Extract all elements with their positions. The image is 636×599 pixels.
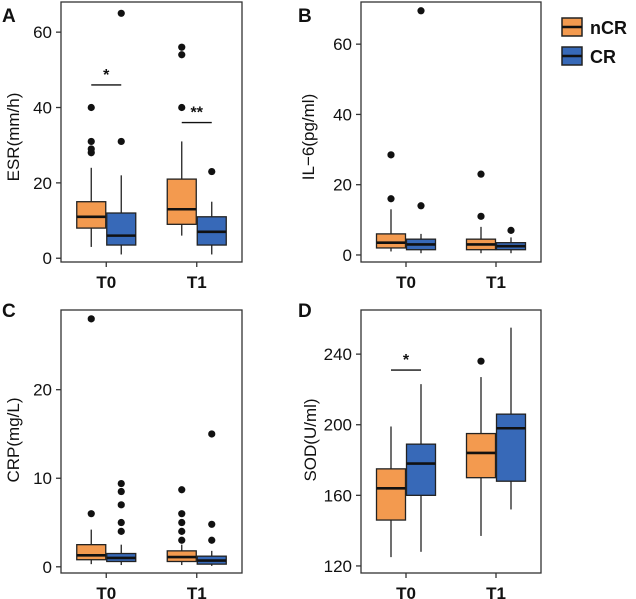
y-tick-label: 240	[324, 345, 352, 364]
y-tick-label: 20	[33, 381, 52, 400]
significance-label: *	[103, 67, 110, 84]
outlier-point	[178, 527, 186, 535]
outlier-point	[117, 501, 125, 509]
y-tick-label: 20	[33, 174, 52, 193]
y-axis-label: IL−6(pg/ml)	[299, 94, 318, 180]
box-ncr	[76, 201, 107, 229]
legend-label-cr: CR	[590, 47, 616, 67]
outlier-point	[117, 137, 125, 146]
outlier-point	[417, 202, 425, 210]
panel-d: D SOD(U/ml) 120 160 200 240 T0 T1 *	[298, 301, 542, 599]
outlier-point	[477, 357, 485, 365]
significance-label: **	[191, 105, 204, 122]
y-tick-label: 40	[33, 99, 52, 118]
x-tick-label: T1	[486, 273, 506, 292]
y-axis-label: SOD(U/ml)	[301, 398, 320, 481]
panel-label: C	[2, 301, 16, 322]
outlier-point	[208, 520, 216, 528]
outlier-point	[417, 7, 425, 15]
outlier-point	[117, 9, 125, 17]
outlier-point	[87, 137, 95, 146]
outlier-point	[117, 518, 125, 527]
outlier-point	[178, 486, 186, 494]
y-tick-label: 120	[324, 557, 352, 576]
y-tick-label: 10	[33, 469, 52, 488]
y-tick-label: 200	[324, 416, 352, 435]
x-tick-label: T0	[96, 584, 116, 599]
y-tick-label: 60	[33, 23, 52, 42]
x-tick-label: T0	[96, 273, 116, 292]
outlier-point	[87, 145, 95, 153]
plot-frame	[360, 309, 542, 574]
outlier-point	[387, 151, 395, 159]
y-tick-label: 0	[343, 246, 352, 265]
box-cr	[106, 212, 137, 246]
y-tick-label: 60	[333, 35, 352, 54]
outlier-point	[178, 536, 186, 544]
outlier-point	[208, 536, 216, 544]
outlier-point	[507, 226, 515, 234]
legend: nCR CR	[561, 17, 627, 67]
y-axis-label: ESR(mm/h)	[4, 93, 23, 182]
box-ncr	[465, 432, 497, 479]
y-axis-label: CRP(mg/L)	[4, 397, 23, 482]
box-cr	[495, 413, 527, 482]
panel-label: A	[2, 6, 16, 27]
panel-c: C CRP(mg/L) 0 10 20 T0 T1	[2, 301, 243, 599]
outlier-point	[387, 195, 395, 203]
box-ncr	[375, 468, 407, 521]
outlier-point	[178, 51, 186, 59]
box-ncr	[76, 544, 107, 561]
outlier-point	[117, 487, 125, 496]
outlier-point	[87, 510, 95, 518]
plot-frame	[60, 309, 243, 574]
x-tick-label: T0	[396, 584, 416, 599]
box-cr	[405, 443, 437, 496]
outlier-point	[477, 170, 485, 178]
outlier-point	[477, 212, 485, 220]
legend-label-ncr: nCR	[590, 18, 627, 38]
y-tick-label: 160	[324, 486, 352, 505]
y-tick-label: 0	[43, 249, 52, 268]
outlier-point	[178, 510, 186, 518]
outlier-point	[178, 43, 186, 51]
outlier-point	[178, 518, 186, 527]
x-tick-label: T1	[486, 584, 506, 599]
panel-label: B	[298, 6, 312, 27]
x-tick-label: T1	[187, 273, 207, 292]
outlier-point	[178, 103, 186, 112]
significance-label: *	[403, 352, 410, 369]
outlier-point	[87, 103, 95, 112]
box-ncr	[166, 178, 197, 225]
x-tick-label: T0	[396, 273, 416, 292]
panel-b: B IL−6(pg/ml) 0 20 40 60 T0 T1	[298, 1, 542, 292]
box-ncr	[375, 233, 407, 249]
outlier-point	[87, 315, 95, 323]
y-tick-label: 40	[333, 105, 352, 124]
outlier-point	[208, 167, 216, 176]
outlier-point	[117, 527, 125, 535]
panel-label: D	[298, 301, 312, 322]
outlier-point	[208, 430, 216, 438]
outlier-point	[117, 479, 125, 488]
x-tick-label: T1	[187, 584, 207, 599]
y-tick-label: 0	[43, 558, 52, 577]
plot-frame	[60, 1, 243, 263]
plot-frame	[360, 1, 542, 263]
y-tick-label: 20	[333, 176, 352, 195]
